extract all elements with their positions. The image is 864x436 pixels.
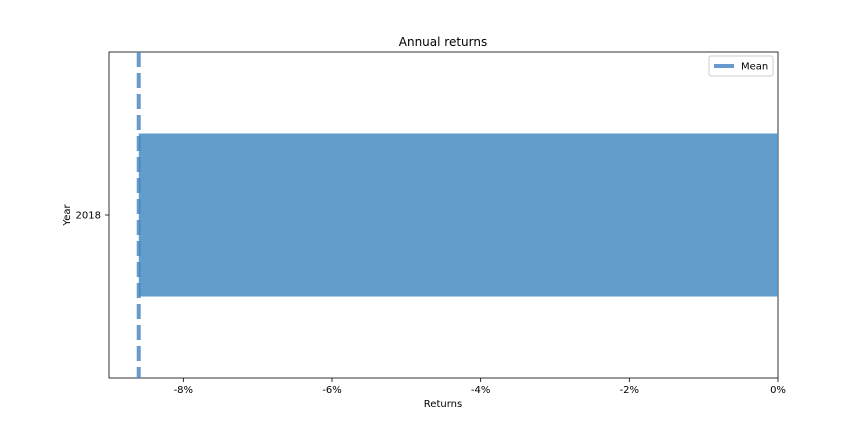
x-tick-label-1: -6%	[322, 385, 341, 396]
x-axis-label: Returns	[424, 399, 462, 410]
x-tick-label-3: -2%	[620, 385, 639, 396]
x-axis-ticks: -8% -6% -4% -2% 0%	[174, 378, 786, 396]
chart-title: Annual returns	[399, 35, 487, 49]
plot-area	[108, 51, 779, 379]
x-tick-label-0: -8%	[174, 385, 193, 396]
legend-box	[708, 55, 774, 77]
y-tick-label-2018: 2018	[76, 211, 101, 222]
bar-2018	[138, 133, 778, 297]
x-tick-label-4: 0%	[770, 385, 786, 396]
x-tick-label-2: -4%	[471, 385, 490, 396]
legend: Mean	[708, 55, 774, 77]
y-axis-ticks: 2018	[76, 211, 109, 222]
y-axis-label: Year	[62, 204, 73, 227]
legend-mean-label: Mean	[741, 62, 768, 73]
